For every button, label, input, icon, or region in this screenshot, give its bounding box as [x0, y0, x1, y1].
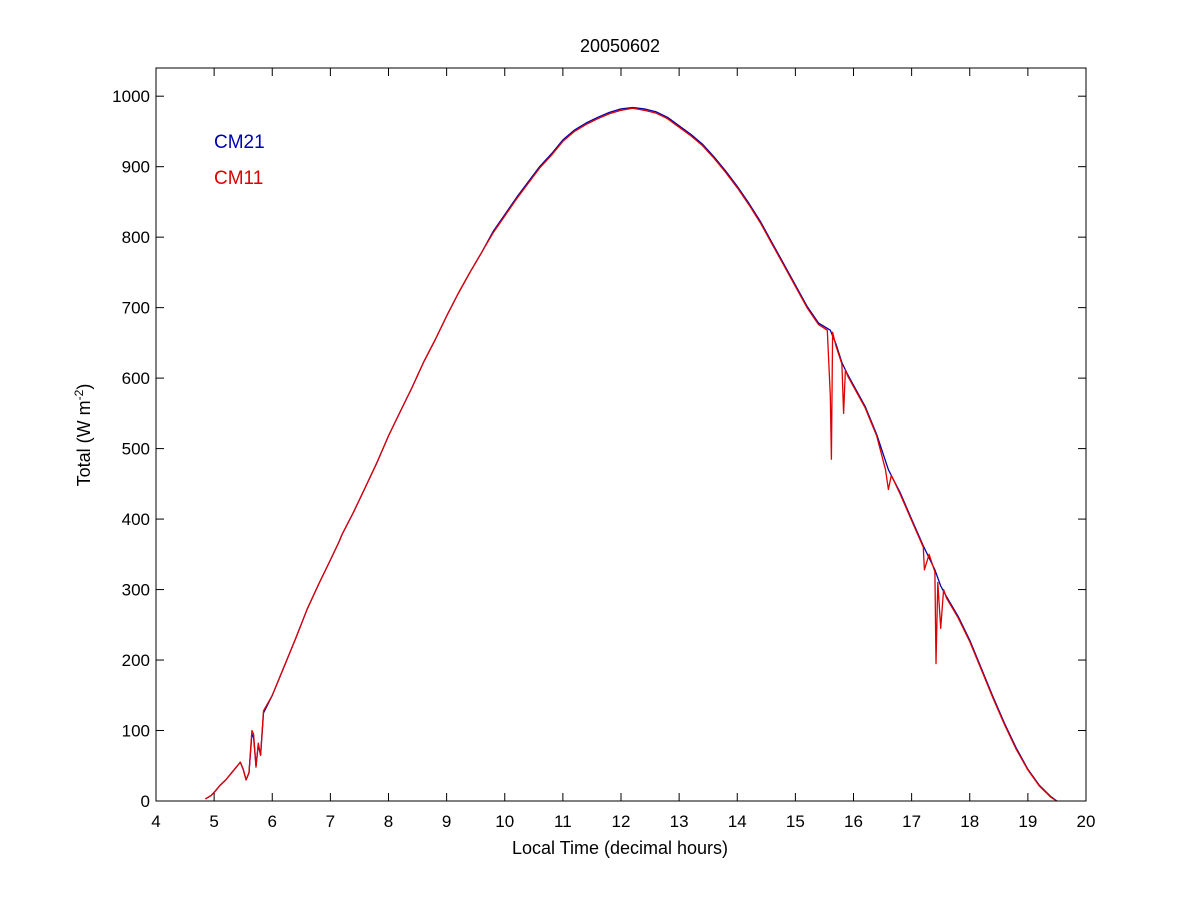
legend: CM21 CM11	[214, 132, 265, 189]
x-tick-label: 14	[728, 812, 747, 831]
legend-entry-cm11: CM11	[214, 168, 263, 189]
x-tick-label: 13	[670, 812, 689, 831]
x-tick-label: 5	[209, 812, 218, 831]
y-axis-label: Total (W m-2)	[72, 384, 94, 487]
y-tick-label: 600	[122, 369, 150, 388]
legend-entry-cm21: CM21	[214, 132, 265, 153]
plot-area	[156, 68, 1086, 801]
x-tick-label: 15	[786, 812, 805, 831]
y-tick-label: 500	[122, 440, 150, 459]
x-tick-label: 11	[554, 812, 572, 831]
y-axis-label-superscript: -2	[72, 389, 86, 400]
y-axis-label-main: Total (W m	[74, 400, 94, 486]
x-tick-label: 9	[442, 812, 451, 831]
y-axis-ticks: 0 100 200 300 400 500 600 700 800 900 1000	[112, 87, 1086, 811]
x-tick-label: 6	[268, 812, 277, 831]
y-tick-label: 300	[122, 581, 150, 600]
y-tick-label: 200	[122, 651, 150, 670]
y-tick-label: 900	[122, 158, 150, 177]
y-axis-label-close: )	[74, 384, 94, 390]
x-tick-label: 10	[495, 812, 514, 831]
x-tick-label: 7	[326, 812, 335, 831]
y-tick-label: 400	[122, 510, 150, 529]
x-axis-label: Local Time (decimal hours)	[512, 838, 728, 858]
y-tick-label: 800	[122, 228, 150, 247]
chart-title: 20050602	[580, 36, 660, 56]
x-axis-ticks: 4 5 6 7 8 9 10 11 12 13 14 15 16 17 18 19 20	[151, 68, 1095, 831]
x-tick-label: 17	[902, 812, 921, 831]
y-tick-label: 0	[141, 792, 150, 811]
x-tick-label: 20	[1077, 812, 1096, 831]
x-tick-label: 18	[960, 812, 979, 831]
y-tick-label: 100	[122, 722, 150, 741]
plot-background	[156, 68, 1086, 801]
x-tick-label: 8	[384, 812, 393, 831]
series-line-cm11	[205, 107, 1058, 802]
x-tick-label: 19	[1018, 812, 1037, 831]
x-tick-label: 4	[151, 812, 160, 831]
series-layer	[205, 106, 1058, 802]
y-tick-label: 1000	[112, 87, 150, 106]
y-tick-label: 700	[122, 299, 150, 318]
x-tick-label: 12	[612, 812, 631, 831]
x-tick-label: 16	[844, 812, 863, 831]
